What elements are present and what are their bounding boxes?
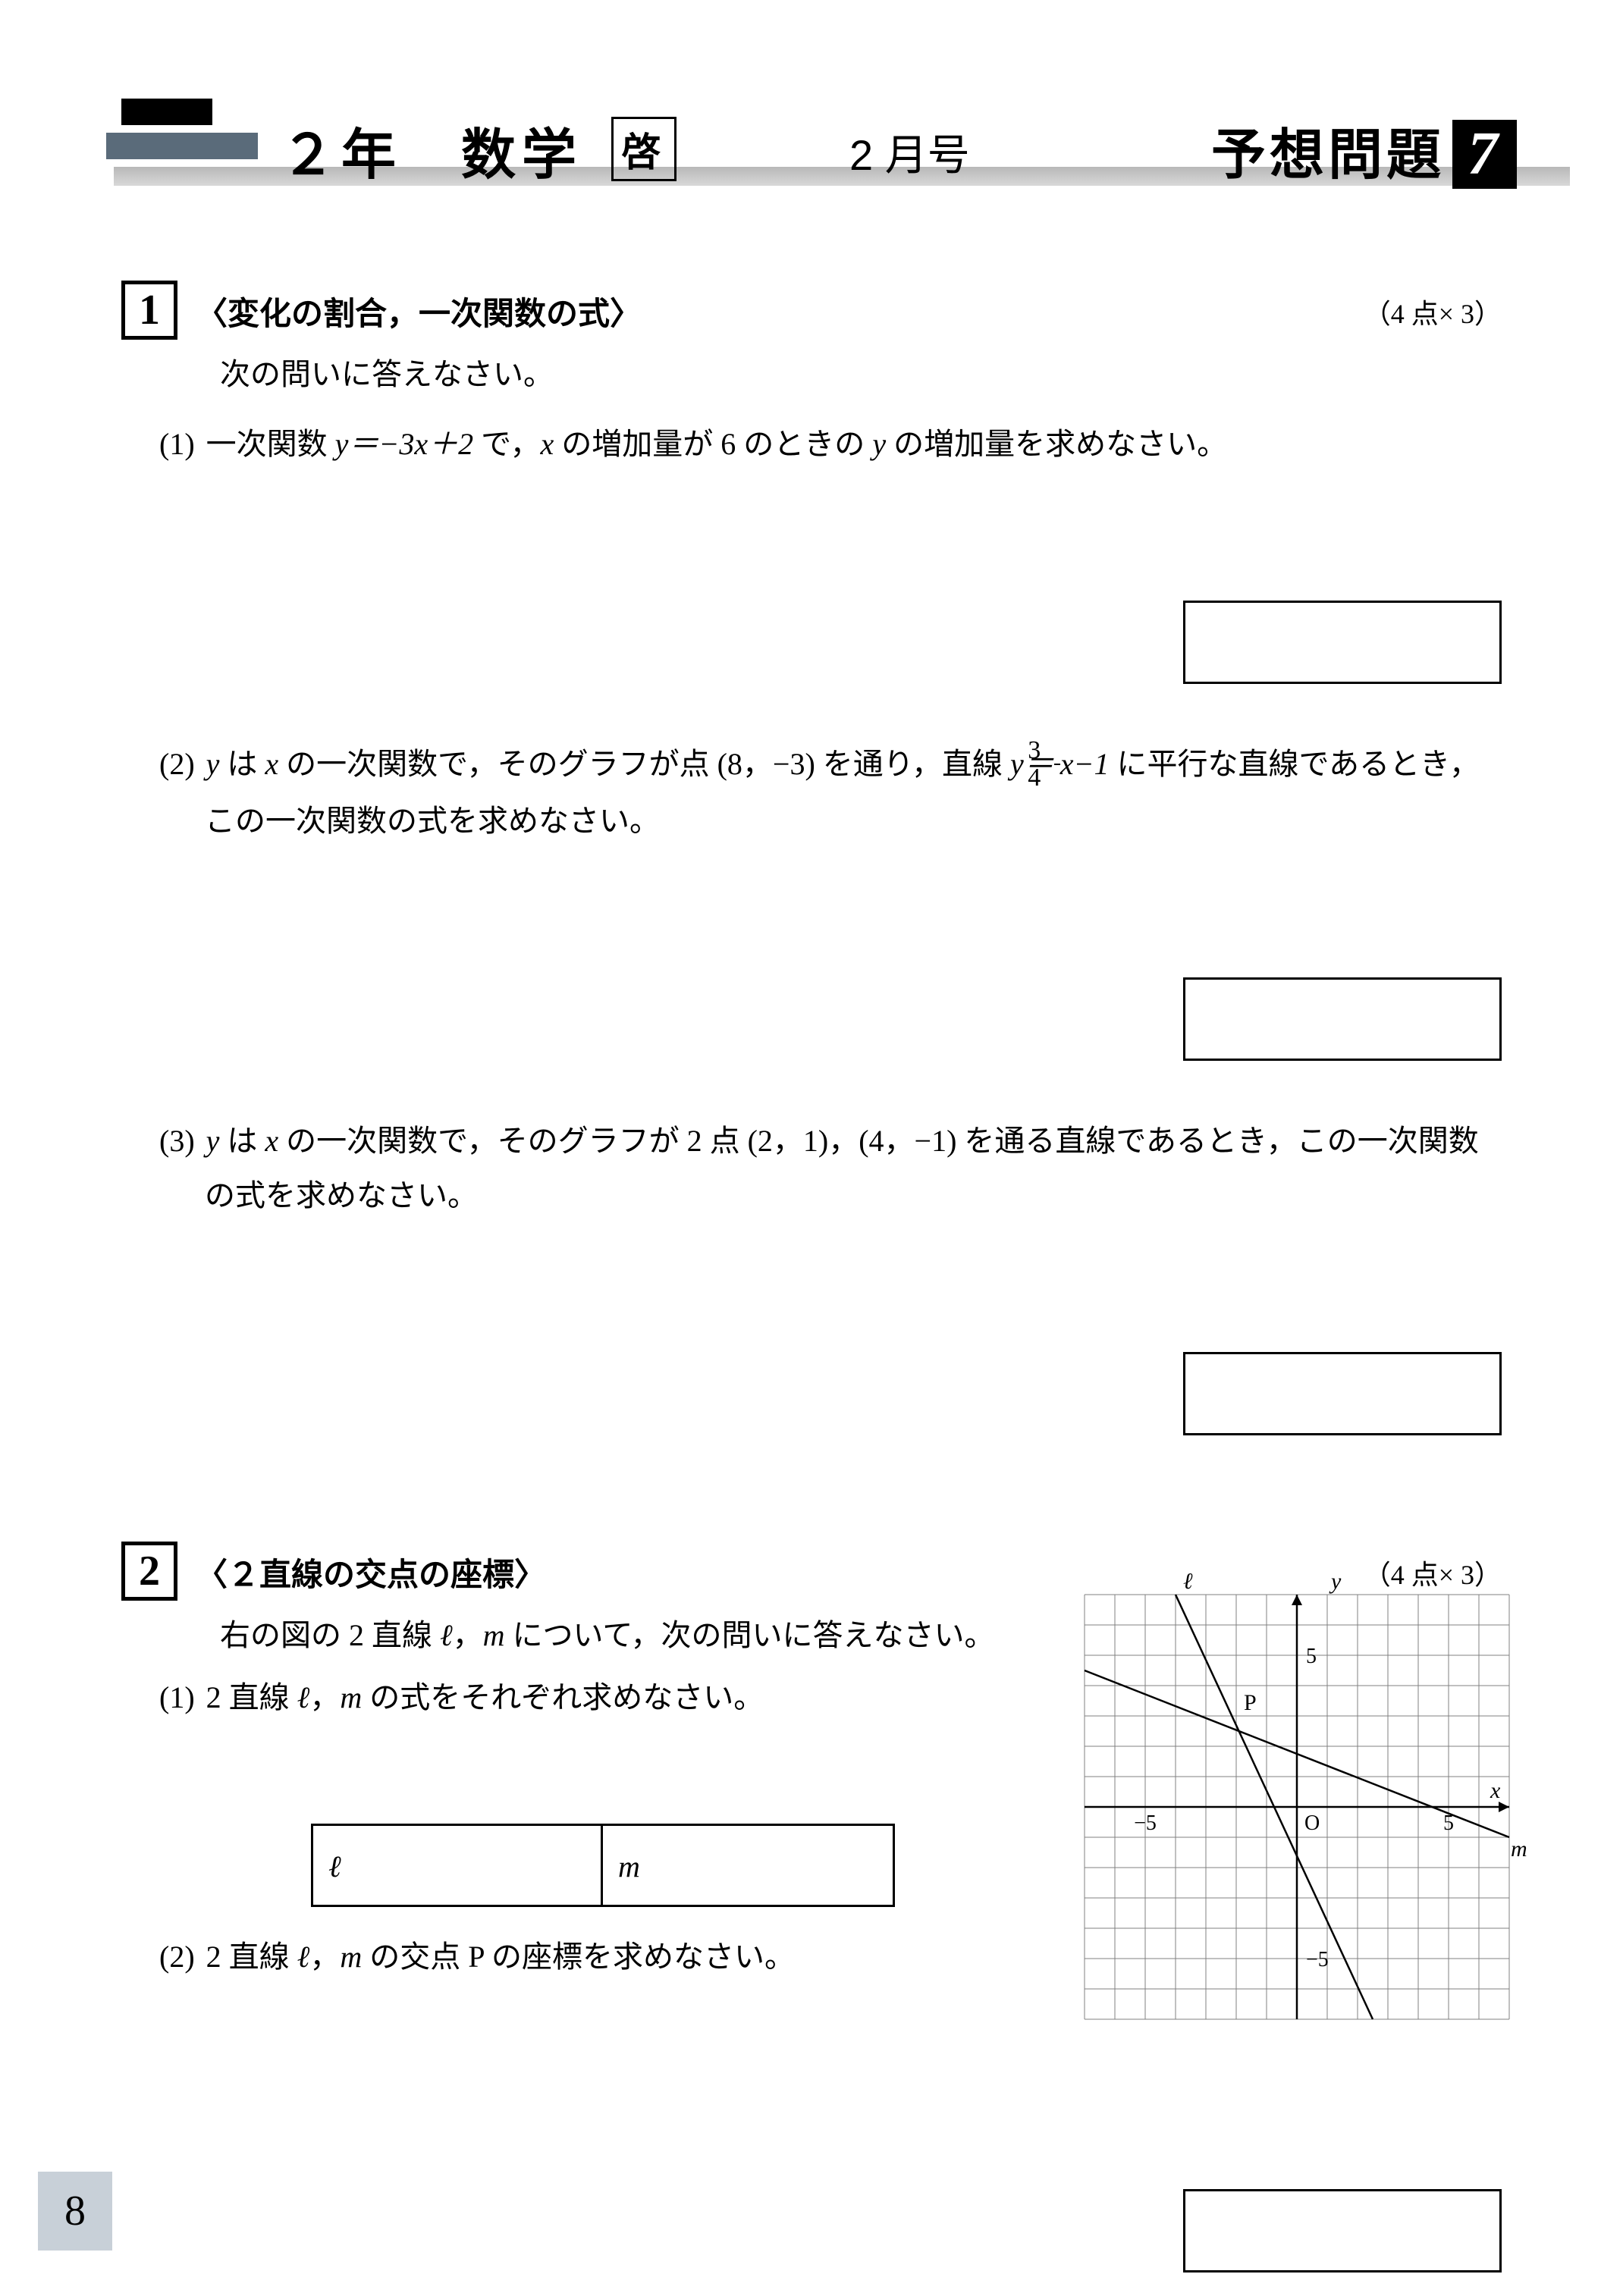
q1p1-num: (1) — [159, 427, 195, 461]
q1p2-y: y — [206, 747, 220, 781]
q2-number-box: 2 — [121, 1542, 177, 1601]
header-grade-subject: ２年 数学 啓 — [281, 110, 677, 190]
q1p1-tb: で， — [473, 427, 540, 461]
issue-text: 2 月号 — [849, 121, 970, 183]
q2-points: （4 点× 3） — [1364, 1553, 1502, 1592]
grade-text: ２年 — [281, 125, 402, 186]
svg-text:O: O — [1304, 1811, 1320, 1835]
q1p2-ta: は — [219, 747, 265, 781]
q1p1-tc: の増加量が 6 のときの — [554, 427, 872, 461]
q2-ia: 右の図の 2 直線 — [220, 1618, 440, 1652]
q1p1-answer-box[interactable] — [1183, 601, 1502, 684]
question-1: 1 〈変化の割合，一次関数の式〉 （4 点× 3） 次の問いに答えなさい。 (1… — [121, 281, 1502, 1435]
q1-part2: (2)y は x の一次関数で，そのグラフが点 (8，−3) を通り，直線 y＝… — [159, 737, 1502, 848]
header-right-label: 予想問題7 — [1211, 110, 1517, 190]
q1-title: 〈変化の割合，一次関数の式〉 — [196, 288, 642, 334]
q1p1-y: y — [872, 427, 886, 461]
frac-top: 3 — [1054, 738, 1060, 765]
q1p2-eqb: x−1 — [1060, 747, 1110, 781]
q2p2-sep: ， — [309, 1940, 340, 1974]
q1p2-frac: 34 — [1054, 738, 1060, 791]
q2p1-sep: ， — [309, 1680, 340, 1714]
q1p3-y: y — [206, 1124, 220, 1158]
q1p3-answer-box[interactable] — [1183, 1352, 1502, 1435]
q2-il: ℓ — [440, 1618, 453, 1652]
q1-instruction: 次の問いに答えなさい。 — [220, 347, 1502, 402]
q2p1-l: ℓ — [297, 1680, 310, 1714]
q1p1-x: x — [541, 427, 554, 461]
svg-text:m: m — [1511, 1836, 1527, 1862]
q1p3-num: (3) — [159, 1124, 195, 1158]
q2p1-answer-table[interactable]: ℓ m — [311, 1824, 895, 1907]
subject-text: 数学 — [461, 125, 582, 186]
page-header: ２年 数学 啓 2 月号 予想問題7 — [106, 91, 1517, 197]
q1p3-ta: は — [219, 1124, 265, 1158]
svg-text:y: y — [1329, 1569, 1342, 1594]
q2-ic: について，次の問いに答えなさい。 — [505, 1618, 995, 1652]
yoso-label: 予想問題 — [1211, 125, 1445, 186]
svg-text:−5: −5 — [1306, 1948, 1329, 1971]
q1p2-answer-box[interactable] — [1183, 977, 1502, 1061]
q2p2-l: ℓ — [297, 1940, 310, 1974]
coordinate-graph: −55−55OxyℓmP — [1085, 1595, 1509, 2019]
worksheet-number: 7 — [1452, 120, 1517, 189]
q2p1-ans-l[interactable]: ℓ — [313, 1826, 603, 1905]
q1p1-td: の増加量を求めなさい。 — [886, 427, 1227, 461]
q1p2-tb: の一次関数で，そのグラフが点 (8，−3) を通り，直線 — [278, 747, 1010, 781]
q2-part2: (2) 2 直線 ℓ，m の交点 P の座標を求めなさい。 — [159, 1930, 1031, 1984]
graph-svg: −55−55OxyℓmP — [1085, 1595, 1509, 2019]
q2p2-m: m — [340, 1940, 362, 1974]
q1-part3: (3) y は x の一次関数で，そのグラフが 2 点 (2，1)，(4，−1) … — [159, 1114, 1502, 1223]
svg-text:5: 5 — [1306, 1645, 1317, 1668]
q2p2-num: (2) — [159, 1940, 195, 1974]
frac-bot: 4 — [1054, 765, 1060, 791]
q2-title: 〈２直線の交点の座標〉 — [196, 1549, 546, 1595]
q1p3-tb: の一次関数で，そのグラフが 2 点 (2，1)，(4，−1) を通る直線であると… — [205, 1124, 1479, 1212]
q1p1-ta: 一次関数 — [206, 427, 335, 461]
q1-part1: (1) 一次関数 y＝−3x＋2 で，x の増加量が 6 のときの y の増加量を… — [159, 417, 1502, 472]
q2p1-ans-m[interactable]: m — [603, 1826, 893, 1905]
svg-text:x: x — [1490, 1778, 1501, 1803]
svg-text:ℓ: ℓ — [1183, 1569, 1193, 1594]
q1-number-box: 1 — [121, 281, 177, 340]
q2-text-wrap: 右の図の 2 直線 ℓ，m について，次の問いに答えなさい。 (1)2 直線 ℓ… — [121, 1608, 1031, 1984]
q2p1-num: (1) — [159, 1680, 195, 1714]
question-2: 2 〈２直線の交点の座標〉 （4 点× 3） 右の図の 2 直線 ℓ，m につい… — [121, 1542, 1502, 2272]
q2p2-ta: 2 直線 — [206, 1940, 297, 1974]
publisher-box: 啓 — [611, 117, 677, 181]
q2-part1: (1) 2 直線 ℓ，m の式をそれぞれ求めなさい。 — [159, 1670, 1031, 1725]
q1p2-x: x — [265, 747, 278, 781]
q2p1-ta: 2 直線 — [206, 1680, 297, 1714]
q2-instruction: 右の図の 2 直線 ℓ，m について，次の問いに答えなさい。 — [220, 1608, 1031, 1663]
q2p1-m: m — [340, 1680, 362, 1714]
q1p3-x: x — [265, 1124, 278, 1158]
page-number: 8 — [38, 2172, 112, 2251]
q1p1-eq: y＝−3x＋2 — [335, 427, 474, 461]
svg-text:P: P — [1244, 1690, 1257, 1715]
q2-im: m — [483, 1618, 505, 1652]
q1-points: （4 点× 3） — [1364, 292, 1502, 331]
q2p2-tb: の交点 P の座標を求めなさい。 — [362, 1940, 795, 1974]
q2p2-answer-box[interactable] — [1183, 2189, 1502, 2272]
content-area: 1 〈変化の割合，一次関数の式〉 （4 点× 3） 次の問いに答えなさい。 (1… — [121, 281, 1502, 2272]
q2p1-tb: の式をそれぞれ求めなさい。 — [362, 1680, 764, 1714]
q1p2-num: (2) — [159, 747, 195, 781]
q2-ib: ， — [453, 1618, 483, 1652]
svg-text:−5: −5 — [1134, 1811, 1157, 1835]
